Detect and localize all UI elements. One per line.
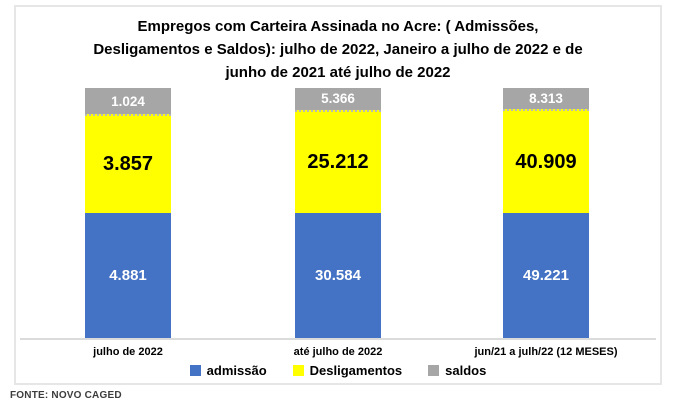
chart-title-line-3: junho de 2021 até julho de 2022 (225, 64, 451, 81)
source-note: FONTE: NOVO CAGED (10, 390, 122, 401)
legend-item-saldos: saldos (428, 363, 486, 378)
bar-segment-saldos: 5.366 (295, 88, 381, 110)
bar-segment-admissão: 30.584 (295, 212, 381, 338)
chart-title-line-2: Desligamentos e Saldos): julho de 2022, … (93, 41, 583, 58)
data-label-saldos: 5.366 (321, 91, 355, 107)
legend-label: admissão (206, 363, 267, 378)
bar-segment-admissão: 49.221 (503, 212, 589, 338)
stacked-bar-1: 1.024 3.857 4.881 (85, 88, 171, 338)
bar-segment-admissão: 4.881 (85, 212, 171, 338)
data-label-saldos: 8.313 (529, 91, 563, 107)
data-label-admissão: 4.881 (109, 266, 147, 284)
data-label-desligamentos: 25.212 (307, 150, 369, 173)
bar-segment-saldos: 8.313 (503, 88, 589, 110)
legend: admissão Desligamentos saldos (16, 363, 660, 378)
stacked-bar-2: 5.366 25.212 30.584 (295, 88, 381, 338)
data-label-desligamentos: 40.909 (515, 150, 577, 173)
legend-swatch-icon (292, 365, 304, 376)
bar-segment-saldos: 1.024 (85, 88, 171, 115)
chart-title: Empregos com Carteira Assinada no Acre: … (16, 15, 660, 84)
data-label-desligamentos: 3.857 (102, 153, 154, 176)
data-label-saldos: 1.024 (111, 93, 145, 109)
legend-label: Desligamentos (309, 363, 403, 378)
legend-label: saldos (445, 363, 487, 378)
legend-swatch-icon (189, 365, 201, 376)
chart-title-line-1: Empregos com Carteira Assinada no Acre: … (137, 18, 539, 35)
data-label-admissão: 49.221 (523, 266, 569, 284)
plot-area: 1.024 3.857 4.881 5.366 25.212 30.584 8.313 40.… (16, 88, 660, 338)
legend-item-desligamentos: Desligamentos (292, 363, 403, 378)
bar-segment-desligamentos: 3.857 (85, 114, 171, 213)
x-axis-label-3: jun/21 a julh/22 (12 MESES) (474, 346, 618, 358)
x-axis-label-1: julho de 2022 (93, 346, 163, 358)
bar-segment-desligamentos: 25.212 (295, 109, 381, 213)
legend-swatch-icon (428, 365, 440, 376)
x-axis-line (20, 338, 656, 340)
x-axis-label-2: até julho de 2022 (293, 346, 383, 358)
chart-container: Empregos com Carteira Assinada no Acre: … (14, 5, 662, 385)
bar-segment-desligamentos: 40.909 (503, 109, 589, 213)
legend-item-admissão: admissão (189, 363, 267, 378)
stacked-bar-3: 8.313 40.909 49.221 (503, 88, 589, 338)
data-label-admissão: 30.584 (315, 266, 361, 284)
